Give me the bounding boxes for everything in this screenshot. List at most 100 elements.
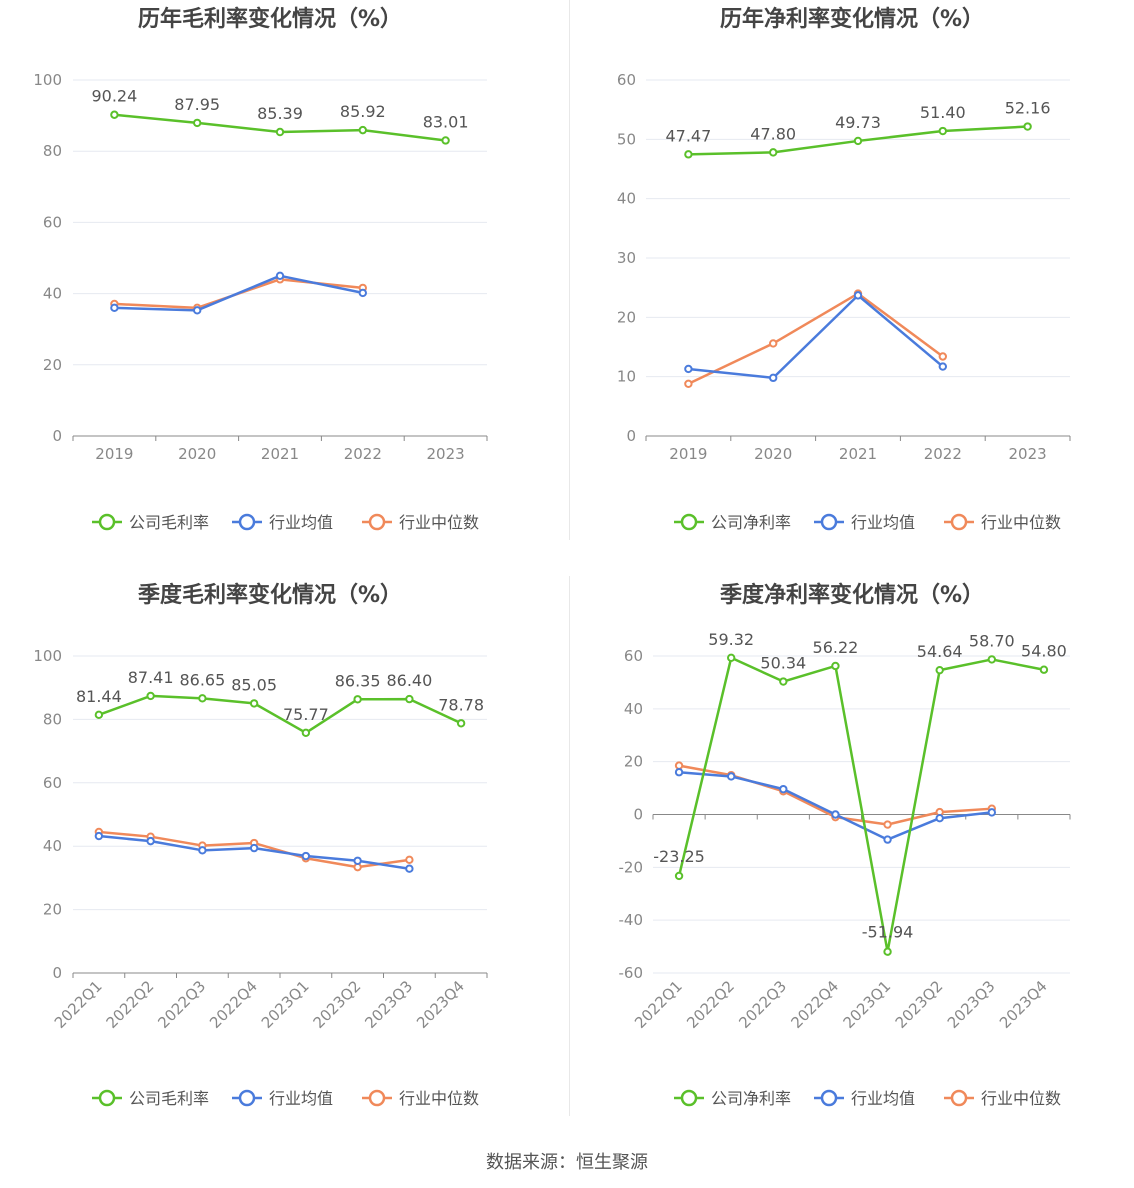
data-label: 54.64 [917,642,963,661]
series-line [98,694,462,735]
legend-item: 公司毛利率 [92,1089,209,1108]
x-tick-label: 2022 [344,445,382,463]
y-tick-label: 0 [626,427,636,445]
legend-label: 行业均值 [851,513,915,532]
data-point [353,695,362,704]
series-line [114,274,364,312]
data-source-note: 数据来源：恒生聚源 [486,1152,648,1173]
data-point [853,291,863,300]
data-point [938,352,947,361]
legend-label: 行业中位数 [399,513,479,532]
data-point [301,728,311,738]
x-tick-label: 2023Q4 [413,977,468,1032]
data-point [249,843,259,853]
chart-4: 季度净利率变化情况（%） -60 -40 -20 0 20 40 60 2022Q12022Q2… [619,582,1071,1108]
data-label: 75.77 [283,705,329,724]
data-point [405,864,414,873]
vertical-divider-top [569,0,570,540]
data-point [935,665,944,675]
legend-marker [950,513,968,531]
data-point [110,110,119,119]
y-tick-label: 20 [43,356,62,374]
x-tick-label: 2022Q3 [154,977,209,1032]
y-tick-label: 40 [43,837,62,855]
data-point [146,691,155,701]
data-point [726,653,736,662]
legend-marker [680,513,698,531]
y-tick-label: 20 [624,753,643,771]
y-tick-label: 0 [52,427,62,445]
data-point [831,661,840,671]
x-tick-label: 2023Q3 [361,977,416,1032]
data-point [146,836,155,846]
data-label: 49.73 [835,113,881,132]
chart-1: 历年毛利率变化情况（%） 0 20 40 60 80 100 2019 2020 2021 2022… [33,6,488,532]
chart-title: 历年毛利率变化情况（%） [138,6,402,32]
chart-title: 季度毛利率变化情况（%） [138,582,402,608]
y-tick-label: 60 [617,71,636,89]
data-point [198,694,207,703]
x-tick-label: 2022Q1 [631,977,686,1032]
legend-label: 公司净利率 [711,513,791,532]
data-point [441,136,450,145]
data-point [938,126,947,136]
x-tick-label: 2022Q4 [206,977,261,1032]
data-point [110,303,119,313]
x-tick-label: 2023Q2 [892,977,947,1032]
data-point [353,856,362,865]
legend-marker [98,1089,116,1107]
data-point [193,118,202,128]
data-point [779,677,788,686]
legend-marker [680,1089,698,1107]
y-tick-label: 80 [43,142,62,160]
data-label: 86.65 [179,670,225,689]
data-point [456,719,466,728]
data-label: 50.34 [760,654,806,673]
data-point [853,136,863,146]
x-tick-label: 2021 [261,445,299,463]
chart-title: 季度净利率变化情况（%） [720,582,984,608]
data-label: 59.32 [708,630,754,649]
y-tick-label: 100 [33,71,62,89]
legend-marker [368,1089,386,1107]
legend-label: 行业中位数 [981,513,1061,532]
data-point [1039,665,1049,674]
legend-marker [820,513,838,531]
data-label: 78.78 [438,695,484,714]
x-tick-label: 2023Q2 [310,977,365,1032]
data-point [769,373,778,383]
data-label: -51.94 [862,923,914,942]
y-tick-label: -60 [619,964,644,982]
data-point [301,851,311,861]
x-tick-label: 2020 [178,445,216,463]
data-point [883,835,892,844]
data-label: 85.05 [231,675,277,694]
legend-label: 行业中位数 [399,1089,479,1108]
x-tick-label: 2022Q1 [51,977,106,1032]
data-point [779,784,788,794]
y-tick-label: 50 [617,130,636,148]
vertical-divider-bottom [569,576,570,1116]
legend-item: 行业均值 [232,513,333,532]
x-tick-label: 2022Q2 [103,977,158,1032]
y-tick-label: 40 [624,700,643,718]
data-point [883,820,892,829]
x-tick-label: 2019 [95,445,133,463]
y-tick-label: 20 [617,308,636,326]
data-label: 86.35 [335,671,381,690]
legend-item: 公司净利率 [674,513,791,532]
data-point [935,813,944,823]
data-label: 87.41 [128,668,174,687]
data-point [249,699,259,708]
x-tick-label: 2020 [754,445,792,463]
legend-item: 行业均值 [814,1089,915,1108]
y-tick-label: -20 [619,858,644,876]
data-label: 47.47 [665,126,711,145]
data-point [674,768,684,777]
data-point [938,362,947,371]
data-label: 87.95 [174,95,220,114]
data-point [987,655,997,664]
legend-marker [98,513,116,531]
data-label: 54.80 [1021,642,1067,661]
data-label: 51.40 [920,103,966,122]
